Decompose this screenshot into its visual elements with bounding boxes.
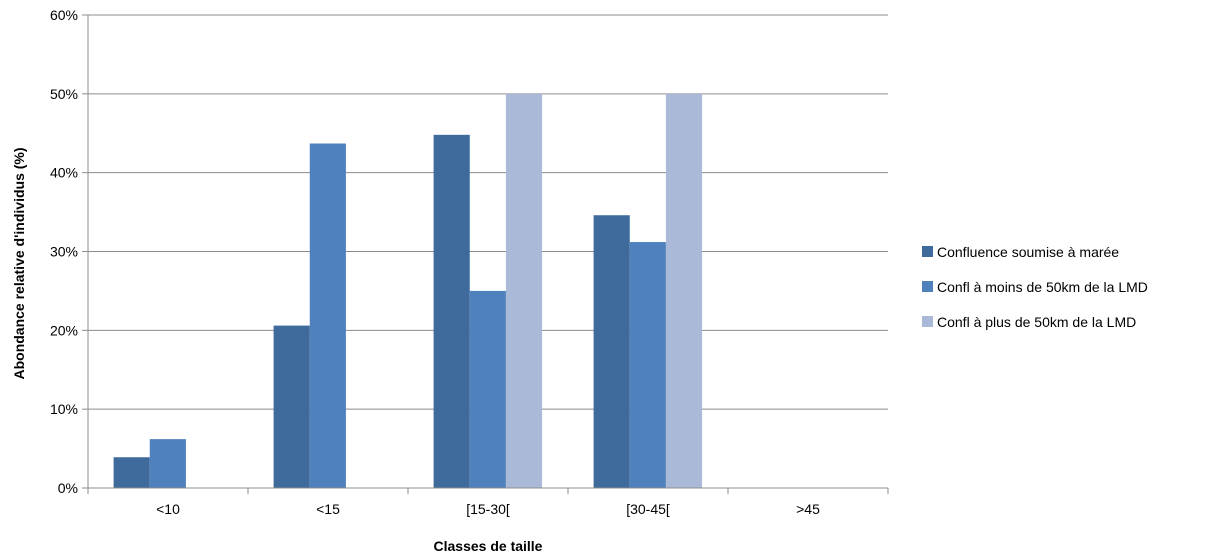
- bar: [433, 134, 470, 488]
- y-tick-label: 60%: [50, 7, 78, 23]
- bar: [593, 215, 630, 488]
- y-tick-label: 40%: [50, 165, 78, 181]
- x-tick-label: [30-45[: [626, 501, 670, 517]
- y-tick-label: 10%: [50, 401, 78, 417]
- x-tick-labels: <10 <15 [15-30[ [30-45[ >45: [156, 501, 820, 517]
- legend: Confluence soumise à marée Confl à moins …: [922, 244, 1148, 330]
- y-tick-label: 20%: [50, 322, 78, 338]
- legend-swatch: [922, 316, 933, 327]
- x-tick-label: <10: [156, 501, 180, 517]
- x-axis-title: Classes de taille: [434, 538, 543, 554]
- legend-label: Confluence soumise à marée: [937, 244, 1119, 260]
- y-tick-label: 50%: [50, 86, 78, 102]
- bar: [665, 93, 703, 488]
- legend-swatch: [922, 246, 933, 257]
- bar: [629, 242, 666, 488]
- y-tick-labels: 0% 10% 20% 30% 40% 50% 60%: [50, 7, 78, 496]
- bar: [505, 93, 543, 488]
- bar: [469, 290, 506, 488]
- bars: [113, 93, 703, 488]
- x-tick-label: >45: [796, 501, 820, 517]
- y-tick-label: 30%: [50, 244, 78, 260]
- legend-label: Confl à moins de 50km de la LMD: [937, 279, 1148, 295]
- gridlines: [82, 14, 888, 489]
- bar: [273, 325, 310, 488]
- axes: [87, 15, 889, 494]
- bar: [113, 457, 150, 488]
- bar: [309, 143, 346, 488]
- y-tick-label: 0%: [58, 480, 78, 496]
- x-tick-label: <15: [316, 501, 340, 517]
- x-tick-label: [15-30[: [466, 501, 510, 517]
- y-axis-title: Abondance relative d'individus (%): [11, 147, 27, 379]
- bar: [149, 439, 186, 488]
- legend-label: Confl à plus de 50km de la LMD: [937, 314, 1136, 330]
- legend-swatch: [922, 281, 933, 292]
